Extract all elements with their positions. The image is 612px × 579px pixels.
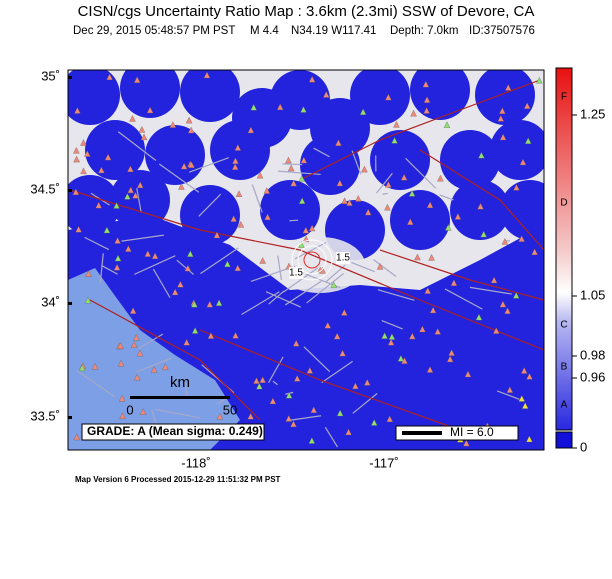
grade-letter: A [561,400,568,411]
uncertainty-zone [410,60,470,120]
lat-label: 33.5˚ [30,408,60,423]
uncertainty-zone [110,170,170,230]
uncertainty-zone [490,120,550,180]
grade-letter: C [560,320,567,331]
scale-bar [130,396,230,399]
colorbar-label: 1.25 [580,106,605,121]
lat-label: 34˚ [41,294,60,309]
intensity-label: MI = 6.0 [450,425,494,439]
map: 1.5 1.5 [60,58,560,450]
lat-label: 34.5˚ [30,181,60,196]
lat-label: 35˚ [41,68,60,83]
grade: GRADE: A (Mean sigma: 0.249) [87,424,263,438]
contour-label: 1.5 [336,253,350,264]
lon-label: -117˚ [369,455,398,470]
title: CISN/cgs Uncertainty Ratio Map : 3.6km (… [78,3,535,20]
road [282,164,302,165]
frame-tick [68,416,72,419]
event-id: ID:37507576 [469,25,535,37]
depth: Depth: 7.0km [390,25,458,37]
event-date: Dec 29, 2015 05:48:57 PM PST [73,25,235,37]
uncertainty-zone [475,65,535,125]
footer: Map Version 6 Processed 2015-12-29 11:51… [75,475,281,484]
grade-letter: D [560,198,567,209]
location: N34.19 W117.41 [291,25,376,37]
lon-label: -118˚ [181,455,210,470]
road [289,220,298,221]
colorbar-label: 0.96 [580,369,605,384]
grade-letter: B [561,362,568,373]
contour-label: 1.5 [289,268,303,279]
colorbar-label: 0 [580,439,587,454]
scale-label: 50 [223,402,237,417]
colorbar [556,68,572,430]
colorbar-label: 0.98 [580,347,605,362]
uncertainty-zone [370,130,430,190]
grade-letter: F [561,92,567,103]
frame-tick [68,76,72,79]
scale-label: 0 [126,402,133,417]
colorbar-zero [556,432,572,448]
colorbar-label: 1.05 [580,287,605,302]
magnitude: M 4.4 [250,25,279,37]
uncertainty-zone [232,88,292,148]
frame-tick [68,189,72,192]
intensity-bar [402,431,442,435]
road [382,193,387,194]
frame-tick [68,302,72,305]
uncertainty-zone [180,62,240,122]
uncertainty-zone [390,190,450,250]
scale-title: km [170,374,190,391]
uncertainty-zone [60,65,120,125]
